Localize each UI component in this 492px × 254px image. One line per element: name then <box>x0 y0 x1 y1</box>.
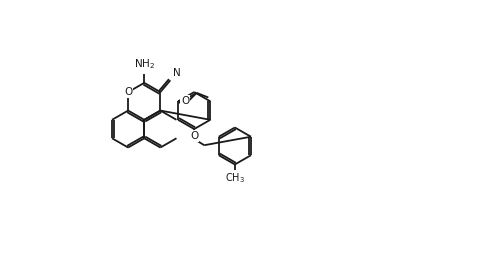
Text: NH$_2$: NH$_2$ <box>134 57 155 71</box>
Text: O: O <box>124 87 132 97</box>
Text: N: N <box>173 68 181 78</box>
Text: CH$_3$: CH$_3$ <box>225 171 245 185</box>
Text: O: O <box>181 96 189 106</box>
Text: O: O <box>190 131 198 141</box>
